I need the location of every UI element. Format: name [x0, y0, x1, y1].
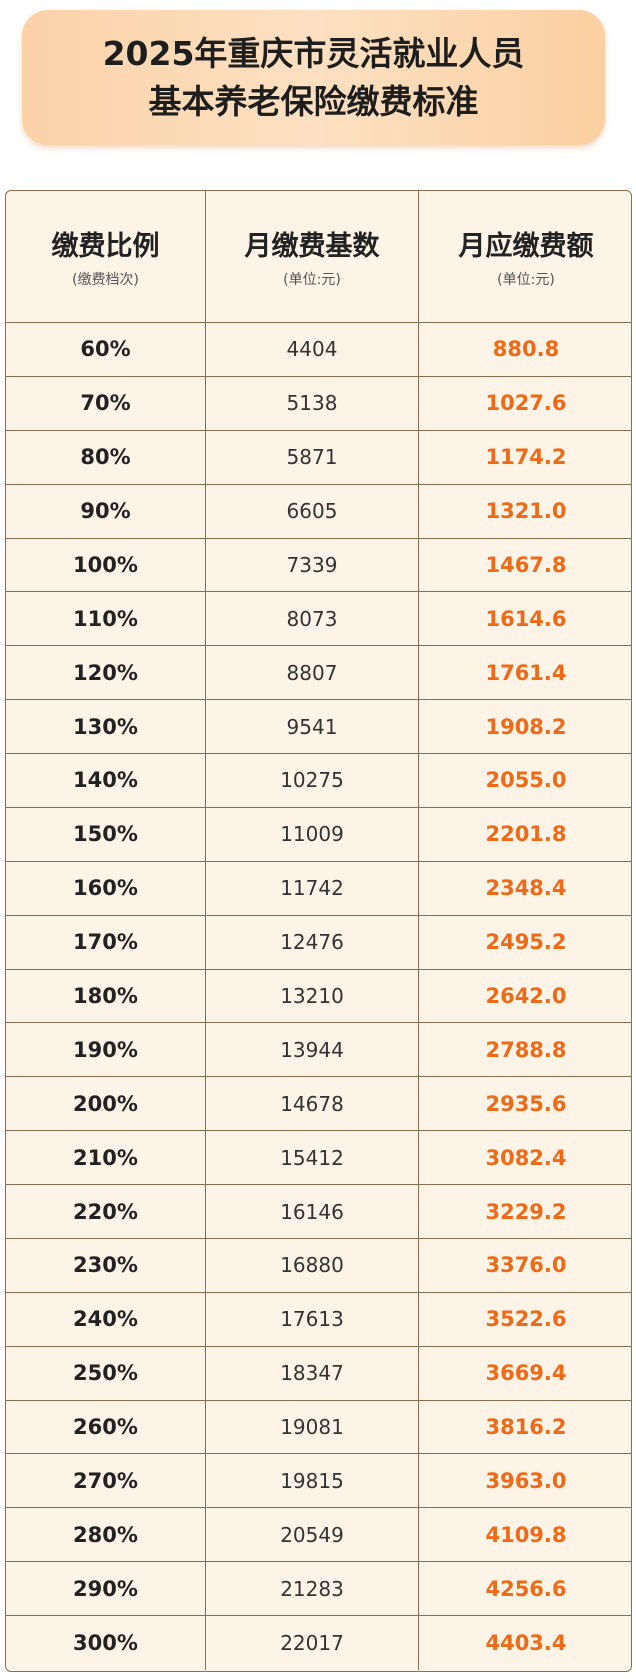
table-cell: 4256.6	[419, 1562, 631, 1617]
table-cell: 1908.2	[419, 700, 631, 755]
table-cell: 13210	[206, 969, 419, 1024]
table-cell: 1174.2	[419, 431, 631, 485]
column-label: 缴费比例	[51, 231, 160, 262]
table-cell: 130%	[6, 700, 206, 755]
header-cell: 月应缴费额 (单位:元)	[419, 191, 631, 323]
table-cell: 18347	[206, 1346, 419, 1401]
table-cell: 3522.6	[419, 1293, 631, 1347]
table-cell: 60%	[6, 323, 206, 377]
table-cell: 2055.0	[419, 754, 631, 808]
header-cell: 月缴费基数 (单位:元)	[206, 191, 419, 323]
table-cell: 13944	[206, 1023, 419, 1078]
table-cell: 280%	[6, 1508, 206, 1563]
table-cell: 21283	[206, 1562, 419, 1617]
table-cell: 2348.4	[419, 862, 631, 916]
table-cell: 9541	[206, 700, 419, 755]
table: 缴费比例 (缴费档次) 月缴费基数 (单位:元) 月应缴费额 (单位:元) 60% 4404 8…	[5, 190, 632, 1672]
column-unit: (单位:元)	[283, 272, 341, 288]
title-line: 2025年重庆市灵活就业人员	[102, 33, 525, 73]
table-cell: 240%	[6, 1292, 206, 1347]
table-cell: 1614.6	[419, 592, 631, 647]
table-cell: 19081	[206, 1400, 419, 1455]
table-cell: 2642.0	[419, 970, 631, 1024]
table-cell: 260%	[6, 1400, 206, 1455]
table-cell: 8807	[206, 646, 419, 701]
table-cell: 3376.0	[419, 1239, 631, 1293]
table-cell: 12476	[206, 915, 419, 970]
table-cell: 300%	[6, 1616, 206, 1670]
table-cell: 210%	[6, 1131, 206, 1186]
table-cell: 8073	[206, 592, 419, 647]
table-cell: 120%	[6, 646, 206, 701]
table-cell: 1321.0	[419, 485, 631, 539]
table-cell: 20549	[206, 1508, 419, 1563]
table-cell: 220%	[6, 1185, 206, 1239]
table-cell: 170%	[6, 915, 206, 970]
table-cell: 3669.4	[419, 1347, 631, 1401]
table-cell: 90%	[6, 484, 206, 539]
table-cell: 80%	[6, 430, 206, 485]
table-cell: 15412	[206, 1131, 419, 1186]
table-cell: 3082.4	[419, 1131, 631, 1186]
table-cell: 110%	[6, 592, 206, 647]
table-cell: 6605	[206, 484, 419, 539]
table-cell: 290%	[6, 1562, 206, 1617]
header-cell: 缴费比例 (缴费档次)	[6, 191, 206, 323]
table-cell: 100%	[6, 538, 206, 593]
table-cell: 11742	[206, 861, 419, 916]
table-cell: 150%	[6, 807, 206, 862]
table-cell: 19815	[206, 1454, 419, 1509]
table-cell: 4404	[206, 323, 419, 377]
table-cell: 5871	[206, 430, 419, 485]
title-line: 基本养老保险缴费标准	[148, 81, 479, 121]
column-label: 月应缴费额	[458, 231, 594, 262]
table-cell: 250%	[6, 1346, 206, 1401]
table-cell: 7339	[206, 538, 419, 593]
table-cell: 17613	[206, 1292, 419, 1347]
table-cell: 1027.6	[419, 377, 631, 431]
table-cell: 10275	[206, 754, 419, 808]
column-label: 月缴费基数	[244, 231, 380, 262]
table-cell: 140%	[6, 754, 206, 808]
table-cell: 14678	[206, 1077, 419, 1132]
table-cell: 2495.2	[419, 916, 631, 970]
table-cell: 270%	[6, 1454, 206, 1509]
table-cell: 2201.8	[419, 808, 631, 862]
table-cell: 1761.4	[419, 646, 631, 701]
table-cell: 2788.8	[419, 1023, 631, 1078]
table-cell: 22017	[206, 1616, 419, 1670]
table-cell: 11009	[206, 807, 419, 862]
column-unit: (缴费档次)	[72, 272, 139, 288]
column-unit: (单位:元)	[497, 272, 555, 288]
table-cell: 16146	[206, 1185, 419, 1239]
table-cell: 880.8	[419, 323, 631, 377]
table-cell: 3229.2	[419, 1185, 631, 1239]
title-banner: 2025年重庆市灵活就业人员 基本养老保险缴费标准	[22, 10, 605, 145]
table-cell: 160%	[6, 861, 206, 916]
table-cell: 3816.2	[419, 1401, 631, 1455]
table-cell: 5138	[206, 376, 419, 431]
table-cell: 3963.0	[419, 1454, 631, 1509]
table-cell: 190%	[6, 1023, 206, 1078]
table-cell: 1467.8	[419, 539, 631, 593]
table-cell: 4109.8	[419, 1508, 631, 1563]
table-cell: 230%	[6, 1238, 206, 1293]
table-cell: 4403.4	[485, 1631, 567, 1656]
table-cell: 70%	[6, 376, 206, 431]
table-cell: 180%	[6, 969, 206, 1024]
table-cell: 16880	[206, 1238, 419, 1293]
table-cell: 2935.6	[419, 1077, 631, 1132]
table-cell: 200%	[6, 1077, 206, 1132]
